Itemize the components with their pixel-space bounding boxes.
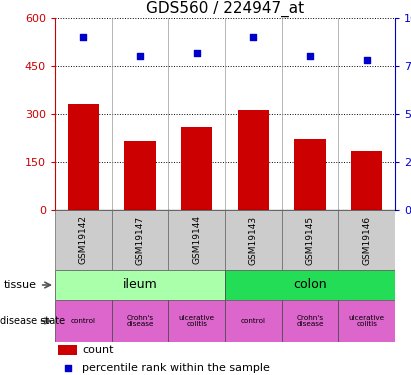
Bar <box>112 210 169 270</box>
Text: tissue: tissue <box>4 280 37 290</box>
Bar <box>225 210 282 270</box>
Text: control: control <box>241 318 266 324</box>
Bar <box>55 300 112 342</box>
Point <box>307 53 313 59</box>
Text: GSM19145: GSM19145 <box>305 215 314 265</box>
Bar <box>338 210 395 270</box>
Point <box>363 57 370 63</box>
Point <box>80 34 87 40</box>
Bar <box>225 270 395 300</box>
Text: GSM19147: GSM19147 <box>136 215 145 265</box>
Text: disease state: disease state <box>0 316 65 326</box>
Bar <box>338 300 395 342</box>
Bar <box>68 104 99 210</box>
Text: colon: colon <box>293 279 327 291</box>
Text: Crohn's
disease: Crohn's disease <box>296 315 324 327</box>
Bar <box>55 210 112 270</box>
Bar <box>282 300 338 342</box>
Bar <box>225 300 282 342</box>
Bar <box>351 151 382 210</box>
Text: ulcerative
colitis: ulcerative colitis <box>179 315 215 327</box>
Text: count: count <box>82 345 114 355</box>
Point <box>194 50 200 55</box>
Bar <box>125 141 156 210</box>
Bar <box>169 300 225 342</box>
Text: GSM19144: GSM19144 <box>192 216 201 264</box>
Bar <box>55 270 225 300</box>
Text: percentile rank within the sample: percentile rank within the sample <box>82 363 270 373</box>
Bar <box>169 210 225 270</box>
Bar <box>282 210 338 270</box>
Bar <box>58 345 77 355</box>
Title: GDS560 / 224947_at: GDS560 / 224947_at <box>146 0 304 16</box>
Point <box>250 34 256 40</box>
Text: GSM19143: GSM19143 <box>249 215 258 265</box>
Bar <box>181 127 212 210</box>
Point <box>137 53 143 59</box>
Text: GSM19142: GSM19142 <box>79 216 88 264</box>
Bar <box>294 139 326 210</box>
Text: ulcerative
colitis: ulcerative colitis <box>349 315 385 327</box>
Text: GSM19146: GSM19146 <box>362 215 371 265</box>
Text: control: control <box>71 318 96 324</box>
Text: ileum: ileum <box>122 279 157 291</box>
Bar <box>112 300 169 342</box>
Point <box>64 365 71 371</box>
Bar <box>238 110 269 210</box>
Text: Crohn's
disease: Crohn's disease <box>126 315 154 327</box>
